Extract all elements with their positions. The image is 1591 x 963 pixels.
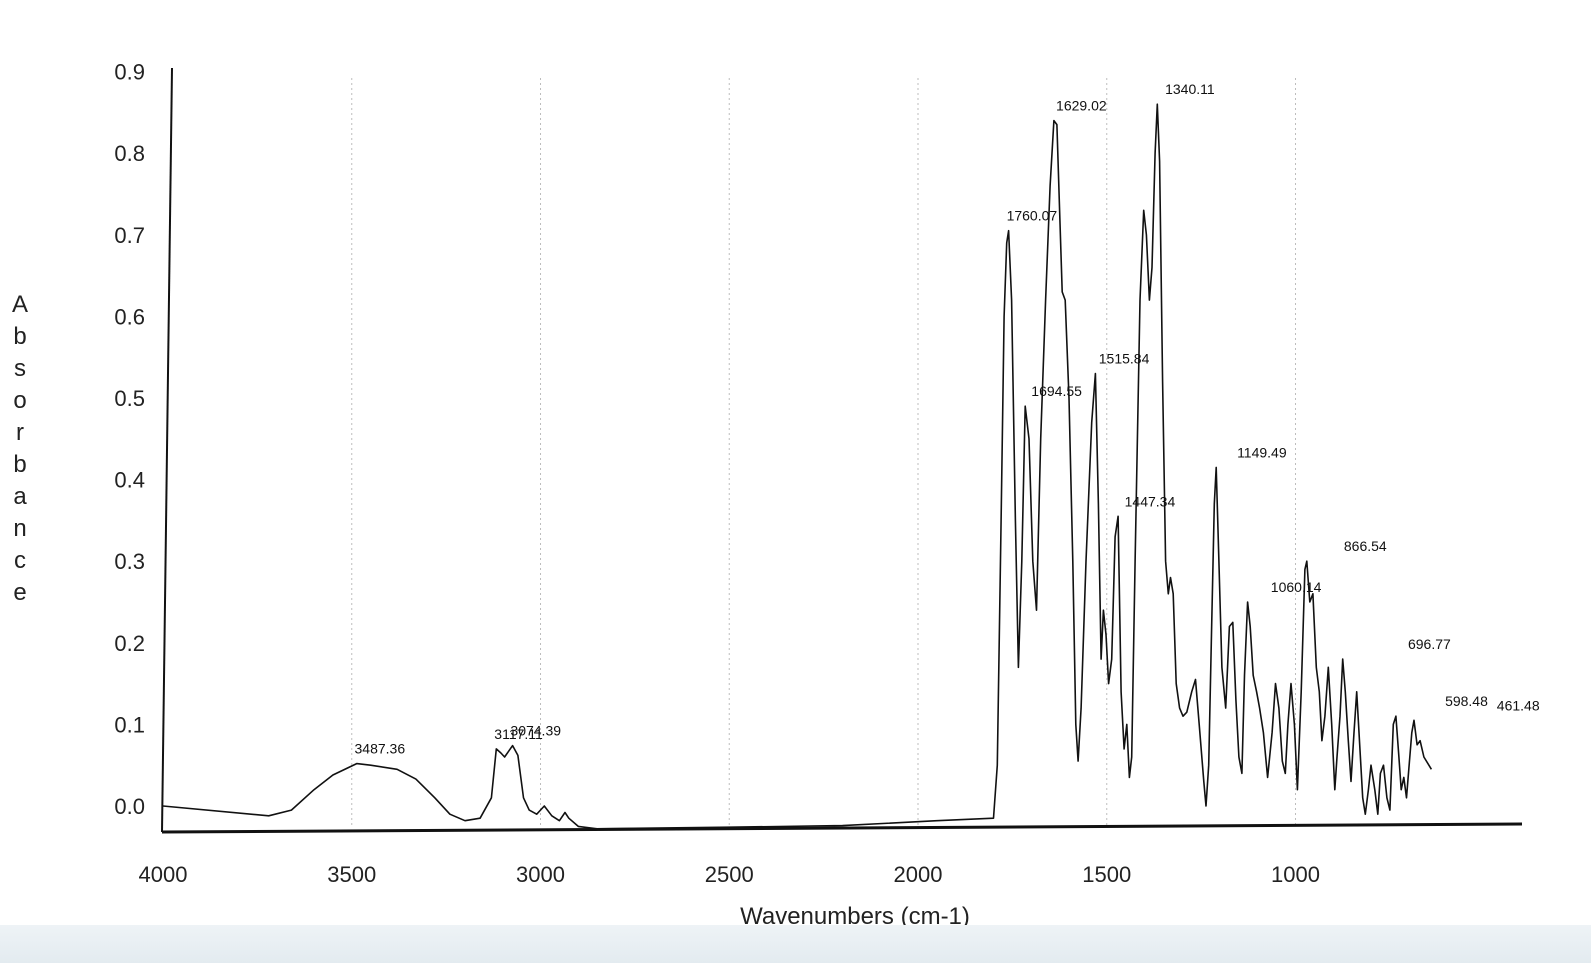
x-axis-line (161, 822, 1523, 834)
x-tick-label-3000: 3000 (516, 862, 565, 887)
peak-label-1515.84: 1515.84 (1099, 351, 1150, 367)
y-axis-title-letter: e (13, 579, 26, 606)
peak-label-1060.14: 1060.14 (1271, 579, 1322, 595)
y-axis-title-letter: a (13, 483, 27, 510)
peak-label-3487.36: 3487.36 (355, 741, 406, 757)
peak-label-1340.11: 1340.11 (1165, 81, 1215, 97)
y-axis-title-letter: n (13, 515, 26, 542)
y-tick-label-0.6: 0.6 (114, 304, 145, 329)
y-axis-title-letter: b (13, 323, 26, 350)
peak-label-3074.39: 3074.39 (510, 723, 561, 739)
absorbance-series-line (162, 103, 1433, 830)
y-axis-title-letter: o (13, 387, 26, 414)
peak-label-3117.11: 3117.11 (494, 726, 543, 742)
peak-label-696.77: 696.77 (1408, 636, 1451, 652)
x-tick-label-3500: 3500 (327, 862, 376, 887)
peak-label-1760.07: 1760.07 (1007, 208, 1058, 224)
y-tick-label-0.8: 0.8 (114, 141, 145, 166)
x-axis-ticks: 4000 3500 3000 2500 2000 1500 1000 (139, 862, 1320, 887)
y-tick-label-0: 0.0 (114, 794, 145, 819)
y-axis-title-letter: r (16, 419, 24, 446)
y-tick-label-0.5: 0.5 (114, 386, 145, 411)
peak-label-1447.34: 1447.34 (1125, 493, 1176, 509)
y-axis-title-letter: c (14, 547, 26, 574)
y-axis-line (161, 67, 173, 833)
peak-label-461.48: 461.48 (1497, 697, 1540, 713)
x-tick-label-1000: 1000 (1271, 862, 1320, 887)
x-tick-label-1500: 1500 (1082, 862, 1131, 887)
x-tick-label-2000: 2000 (894, 862, 943, 887)
y-tick-label-0.9: 0.9 (114, 60, 145, 85)
peak-label-598.48: 598.48 (1445, 693, 1488, 709)
y-tick-label-0.7: 0.7 (114, 223, 145, 248)
y-axis-title-letter: b (13, 451, 26, 478)
peak-label-866.54: 866.54 (1344, 538, 1387, 554)
peak-label-1149.49: 1149.49 (1237, 444, 1287, 460)
y-axis-title-letter: s (14, 355, 26, 382)
peak-label-1629.02: 1629.02 (1056, 98, 1107, 114)
peak-label-1694.55: 1694.55 (1031, 383, 1082, 399)
y-tick-label-0.2: 0.2 (114, 631, 145, 656)
y-axis-ticks: 0.0 0.1 0.2 0.3 0.4 0.5 0.6 0.7 0.8 0.9 (114, 60, 145, 819)
scan-page-edge (0, 925, 1591, 963)
y-tick-label-0.4: 0.4 (114, 468, 145, 493)
y-axis-title-letter: A (12, 291, 28, 318)
x-tick-label-2500: 2500 (705, 862, 754, 887)
y-tick-label-0.3: 0.3 (114, 549, 145, 574)
x-tick-label-4000: 4000 (139, 862, 188, 887)
y-tick-label-0.1: 0.1 (114, 712, 145, 737)
